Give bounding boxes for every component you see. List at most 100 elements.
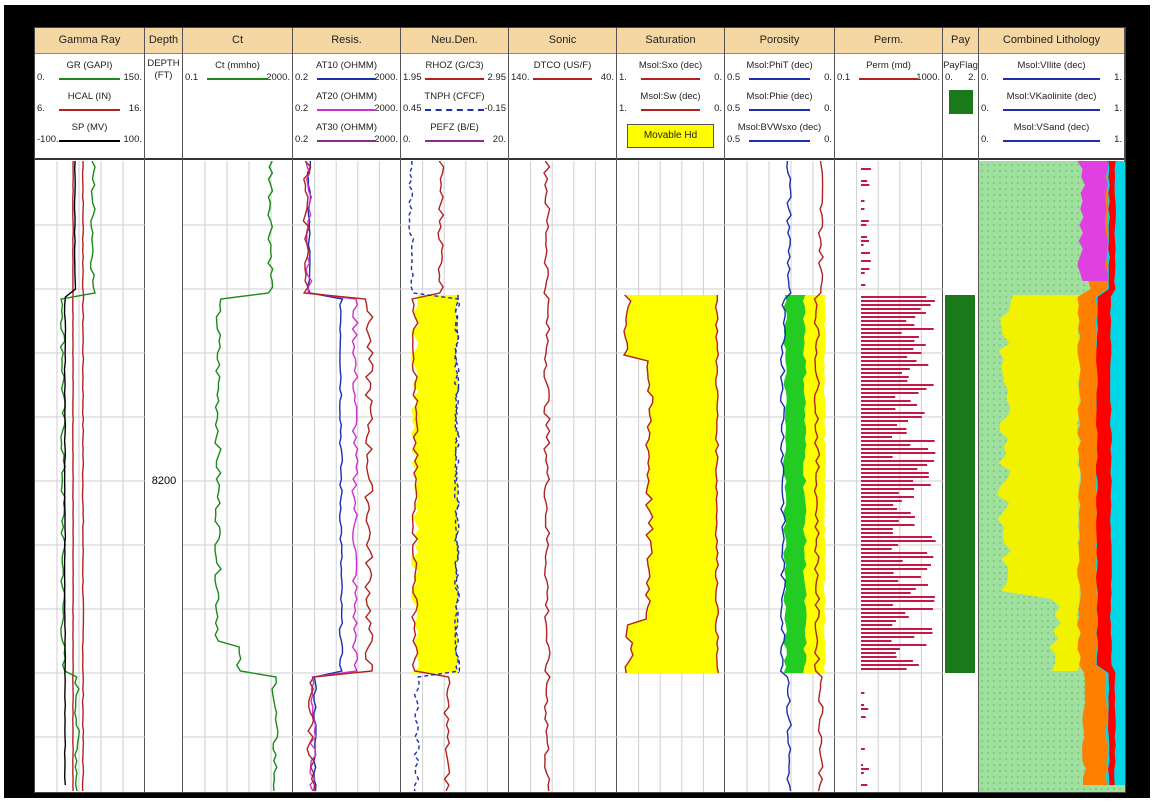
shale-dot [1005,218,1007,220]
shale-dot [1005,266,1007,268]
shale-dot [993,590,995,592]
shale-dot [1065,212,1067,214]
shale-dot [1059,212,1061,214]
shale-dot [1065,782,1067,784]
shale-dot [1011,734,1013,736]
shale-dot [1065,278,1067,280]
shale-dot [987,776,989,778]
shale-dot [987,482,989,484]
shale-dot [1041,260,1043,262]
shale-dot [1041,236,1043,238]
shale-dot [981,698,983,700]
shale-dot [981,368,983,370]
shale-dot [1077,236,1079,238]
shale-dot [999,506,1001,508]
shale-dot [993,458,995,460]
shale-dot [1041,638,1043,640]
shale-dot [1065,704,1067,706]
curve-min: 1. [619,72,627,83]
shale-dot [993,782,995,784]
shale-dot [1077,254,1079,256]
shale-dot [1005,302,1007,304]
shale-dot [1047,632,1049,634]
shale-dot [1029,164,1031,166]
shale-dot [999,512,1001,514]
shale-dot [1011,602,1013,604]
shale-dot [993,452,995,454]
shale-dot [1023,728,1025,730]
shale-dot [981,710,983,712]
shale-dot [999,476,1001,478]
shale-dot [999,374,1001,376]
shale-dot [1047,758,1049,760]
shale-dot [987,470,989,472]
track-header: DTCO (US/F) 140. 40. [509,54,616,160]
shale-dot [1077,758,1079,760]
shale-dot [981,566,983,568]
shale-dot [1053,236,1055,238]
track-title: Ct [183,28,292,54]
shale-dot [1035,272,1037,274]
shale-dot [1005,608,1007,610]
shale-dot [987,584,989,586]
curve-min: -100. [37,134,59,145]
shale-dot [1053,656,1055,658]
shale-dot [1053,248,1055,250]
shale-dot [1035,650,1037,652]
shale-dot [1023,680,1025,682]
shale-dot [1053,734,1055,736]
shale-dot [999,248,1001,250]
shale-dot [981,638,983,640]
curve-min: 0. [981,134,989,145]
shale-dot [999,230,1001,232]
shale-dot [987,296,989,298]
shale-dot [1053,170,1055,172]
shale-dot [1065,698,1067,700]
shale-dot [1071,248,1073,250]
shale-dot [987,290,989,292]
shale-dot [1071,254,1073,256]
curve-min: 0. [37,72,45,83]
shale-dot [1011,728,1013,730]
shale-dot [1059,248,1061,250]
shale-dot [1053,716,1055,718]
shale-dot [1029,284,1031,286]
shale-dot [999,710,1001,712]
shale-dot [999,692,1001,694]
shale-dot [987,680,989,682]
track-header: Msol:Sxo (dec) 1. 0. Msol:Sw (dec) 1. 0. Movab… [617,54,724,160]
shale-dot [1011,284,1013,286]
shale-dot [999,632,1001,634]
shale-dot [999,272,1001,274]
shale-dot [1011,260,1013,262]
shale-dot [1005,782,1007,784]
shale-dot [993,398,995,400]
shale-dot [993,716,995,718]
shale-dot [1047,782,1049,784]
shale-dot [1071,764,1073,766]
shale-dot [1041,212,1043,214]
shale-dot [981,260,983,262]
shale-dot [1029,788,1031,790]
shale-dot [1005,440,1007,442]
shale-dot [987,716,989,718]
shale-dot [1053,662,1055,664]
curve-max: 100. [123,134,143,145]
shale-dot [1047,722,1049,724]
shale-dot [1035,644,1037,646]
shale-dot [981,614,983,616]
shale-dot [1011,242,1013,244]
shale-dot [1011,218,1013,220]
shale-dot [1053,722,1055,724]
shale-dot [1029,236,1031,238]
shale-dot [1059,260,1061,262]
shale-dot [993,560,995,562]
shale-dot [981,344,983,346]
shale-dot [981,530,983,532]
shale-dot [1053,782,1055,784]
shale-dot [999,452,1001,454]
shale-dot [1053,194,1055,196]
shale-dot [1035,278,1037,280]
shale-dot [1011,614,1013,616]
shale-dot [1017,656,1019,658]
